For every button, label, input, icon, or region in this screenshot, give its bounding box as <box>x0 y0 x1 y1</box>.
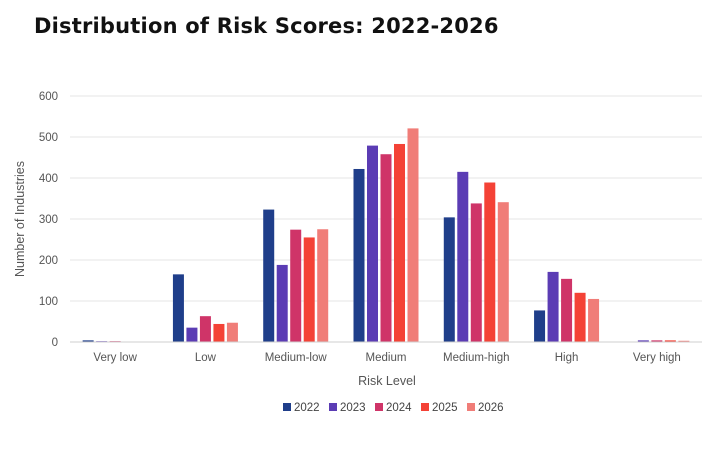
y-axis-label: Number of Industries <box>13 161 27 277</box>
y-tick-label: 300 <box>39 214 58 226</box>
bar-2023-medium <box>367 145 378 342</box>
bar-2024-medium-high <box>470 203 482 342</box>
bar-2023-medium-high <box>457 171 469 342</box>
legend-swatch <box>283 403 291 411</box>
bar-2024-very-high <box>651 340 663 342</box>
legend-swatch <box>329 403 337 411</box>
bar-2022-very-low <box>82 340 94 342</box>
bar-2023-medium-low <box>276 264 288 342</box>
x-axis-label: Risk Level <box>358 374 416 388</box>
legend: 2022 2023 2024 2025 2026 <box>283 402 504 414</box>
bar-2025-medium <box>394 143 405 342</box>
bar-2022-medium-high <box>443 217 455 342</box>
bar-2024-medium <box>380 154 392 342</box>
bar-2022-high <box>534 310 546 342</box>
bar-2025-low <box>213 323 225 342</box>
x-tick-label: High <box>555 352 579 364</box>
bar-2026-medium <box>407 128 419 342</box>
bar-2025-very-high <box>664 340 676 342</box>
legend-label: 2022 <box>294 402 320 414</box>
x-tick-label: Medium <box>366 352 407 364</box>
bars <box>82 128 690 342</box>
bar-2026-medium-low <box>317 229 329 342</box>
legend-swatch <box>467 403 475 411</box>
bar-2024-medium-low <box>290 229 302 342</box>
bar-2026-high <box>588 298 600 342</box>
bar-2025-medium-high <box>484 182 496 342</box>
legend-item-2024: 2024 <box>375 402 412 414</box>
legend-item-2023: 2023 <box>329 402 366 414</box>
legend-label: 2023 <box>340 402 366 414</box>
y-tick-label: 500 <box>39 132 58 144</box>
x-tick-label: Medium-low <box>265 352 328 364</box>
bar-2024-high <box>561 278 573 342</box>
y-tick-label: 100 <box>39 296 58 308</box>
x-axis-ticks: Very low Low Medium-low Medium Medium-high Hi… <box>93 352 680 364</box>
y-tick-label: 200 <box>39 255 58 267</box>
bar-2025-high <box>574 292 586 342</box>
legend-label: 2026 <box>478 402 504 414</box>
legend-item-2026: 2026 <box>467 402 504 414</box>
y-tick-label: 0 <box>52 337 58 349</box>
legend-swatch <box>375 403 383 411</box>
bar-2022-medium <box>353 168 365 342</box>
bar-2023-low <box>186 327 198 342</box>
bar-2023-high <box>547 271 559 342</box>
x-tick-label: Medium-high <box>443 352 509 364</box>
x-tick-label: Very high <box>633 352 681 364</box>
bar-2024-low <box>199 316 211 342</box>
legend-label: 2024 <box>386 402 412 414</box>
y-tick-label: 400 <box>39 173 58 185</box>
bar-2026-very-high <box>678 340 690 342</box>
bar-2022-low <box>172 274 184 342</box>
bar-2026-low <box>226 322 238 342</box>
y-tick-label: 600 <box>39 91 58 103</box>
bar-2023-very-high <box>637 340 649 342</box>
bar-2025-medium-low <box>303 237 315 342</box>
y-axis-ticks: 0 100 200 300 400 500 600 <box>39 91 58 349</box>
legend-item-2025: 2025 <box>421 402 458 414</box>
bar-2026-medium-high <box>497 202 509 342</box>
x-tick-label: Low <box>195 352 217 364</box>
x-tick-label: Very low <box>93 352 137 364</box>
legend-label: 2025 <box>432 402 458 414</box>
legend-swatch <box>421 403 429 411</box>
chart-title: Distribution of Risk Scores: 2022-2026 <box>34 14 499 38</box>
bar-2022-medium-low <box>263 209 275 342</box>
legend-item-2022: 2022 <box>283 402 320 414</box>
